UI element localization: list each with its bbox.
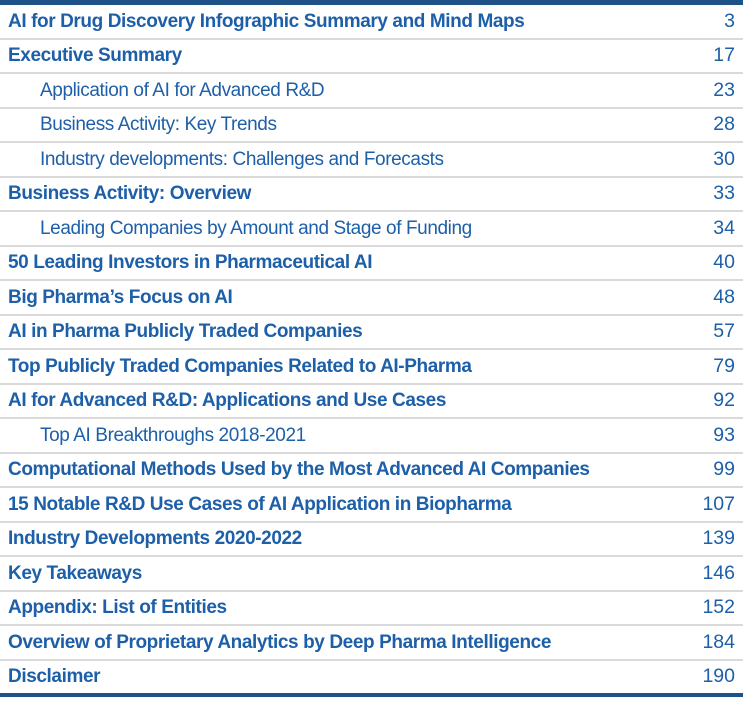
toc-entry-page: 57: [713, 320, 735, 342]
toc-entry-page: 99: [713, 458, 735, 480]
toc-entry-label: Business Activity: Key Trends: [40, 115, 277, 135]
toc-list: AI for Drug Discovery Infographic Summar…: [0, 5, 743, 693]
toc-entry-page: 34: [713, 216, 735, 239]
toc-row[interactable]: Industry Developments 2020-2022 139: [0, 523, 743, 557]
toc-entry-page: 48: [713, 285, 735, 308]
toc-entry-label: Computational Methods Used by the Most A…: [8, 460, 590, 480]
toc-row[interactable]: AI in Pharma Publicly Traded Companies 5…: [0, 316, 743, 350]
toc-entry-page: 146: [702, 561, 735, 584]
toc-entry-page: 33: [713, 182, 735, 204]
toc-entry-page: 3: [724, 9, 735, 32]
toc-row[interactable]: Industry developments: Challenges and Fo…: [0, 143, 743, 178]
toc-entry-page: 40: [713, 251, 735, 273]
toc-entry-label: AI for Drug Discovery Infographic Summar…: [8, 11, 525, 31]
toc-entry-page: 184: [702, 630, 735, 653]
toc-entry-label: Big Pharma’s Focus on AI: [8, 287, 233, 307]
toc-entry-label: AI in Pharma Publicly Traded Companies: [8, 322, 363, 342]
toc-entry-label: Executive Summary: [8, 46, 182, 66]
toc-row[interactable]: Top Publicly Traded Companies Related to…: [0, 350, 743, 385]
toc-row[interactable]: Business Activity: Overview 33: [0, 178, 743, 212]
top-rule: [0, 0, 743, 5]
toc-entry-page: 107: [702, 492, 735, 515]
toc-row[interactable]: Appendix: List of Entities 152: [0, 592, 743, 626]
toc-row[interactable]: 50 Leading Investors in Pharmaceutical A…: [0, 247, 743, 281]
toc-row[interactable]: Executive Summary 17: [0, 40, 743, 74]
bottom-rule: [0, 693, 743, 697]
toc-entry-label: Industry Developments 2020-2022: [8, 529, 302, 549]
toc-row[interactable]: Computational Methods Used by the Most A…: [0, 454, 743, 488]
toc-entry-page: 17: [713, 44, 735, 66]
toc-entry-page: 79: [713, 354, 735, 377]
toc-row[interactable]: Disclaimer 190: [0, 661, 743, 694]
toc-entry-page: 152: [702, 596, 735, 618]
toc-entry-label: Top Publicly Traded Companies Related to…: [8, 356, 472, 376]
toc-entry-label: Disclaimer: [8, 667, 101, 687]
toc-entry-page: 93: [713, 423, 735, 446]
toc-row[interactable]: Overview of Proprietary Analytics by Dee…: [0, 626, 743, 661]
toc-entry-label: 50 Leading Investors in Pharmaceutical A…: [8, 253, 373, 273]
toc-entry-label: Overview of Proprietary Analytics by Dee…: [8, 632, 551, 652]
toc-row[interactable]: AI for Drug Discovery Infographic Summar…: [0, 5, 743, 40]
toc-entry-label: Leading Companies by Amount and Stage of…: [40, 218, 472, 238]
toc-entry-page: 92: [713, 389, 735, 411]
toc-row[interactable]: Business Activity: Key Trends 28: [0, 109, 743, 143]
toc-entry-label: Business Activity: Overview: [8, 184, 251, 204]
toc-row[interactable]: 15 Notable R&D Use Cases of AI Applicati…: [0, 488, 743, 523]
toc-entry-label: Appendix: List of Entities: [8, 598, 227, 618]
toc-entry-label: Application of AI for Advanced R&D: [40, 80, 325, 100]
toc-row[interactable]: Key Takeaways 146: [0, 557, 743, 592]
toc-row[interactable]: AI for Advanced R&D: Applications and Us…: [0, 385, 743, 419]
toc-row[interactable]: Big Pharma’s Focus on AI 48: [0, 281, 743, 316]
toc-entry-page: 28: [713, 113, 735, 135]
toc-row[interactable]: Application of AI for Advanced R&D 23: [0, 74, 743, 109]
toc-entry-page: 23: [713, 78, 735, 101]
toc-entry-label: Key Takeaways: [8, 563, 142, 583]
toc-entry-label: AI for Advanced R&D: Applications and Us…: [8, 391, 446, 411]
toc-entry-page: 190: [702, 665, 735, 687]
toc-entry-page: 30: [713, 147, 735, 170]
toc-entry-label: Top AI Breakthroughs 2018-2021: [40, 425, 306, 445]
toc-entry-label: Industry developments: Challenges and Fo…: [40, 149, 444, 169]
toc-row[interactable]: Top AI Breakthroughs 2018-2021 93: [0, 419, 743, 454]
toc-entry-label: 15 Notable R&D Use Cases of AI Applicati…: [8, 494, 512, 514]
toc-entry-page: 139: [702, 527, 735, 549]
toc-row[interactable]: Leading Companies by Amount and Stage of…: [0, 212, 743, 247]
